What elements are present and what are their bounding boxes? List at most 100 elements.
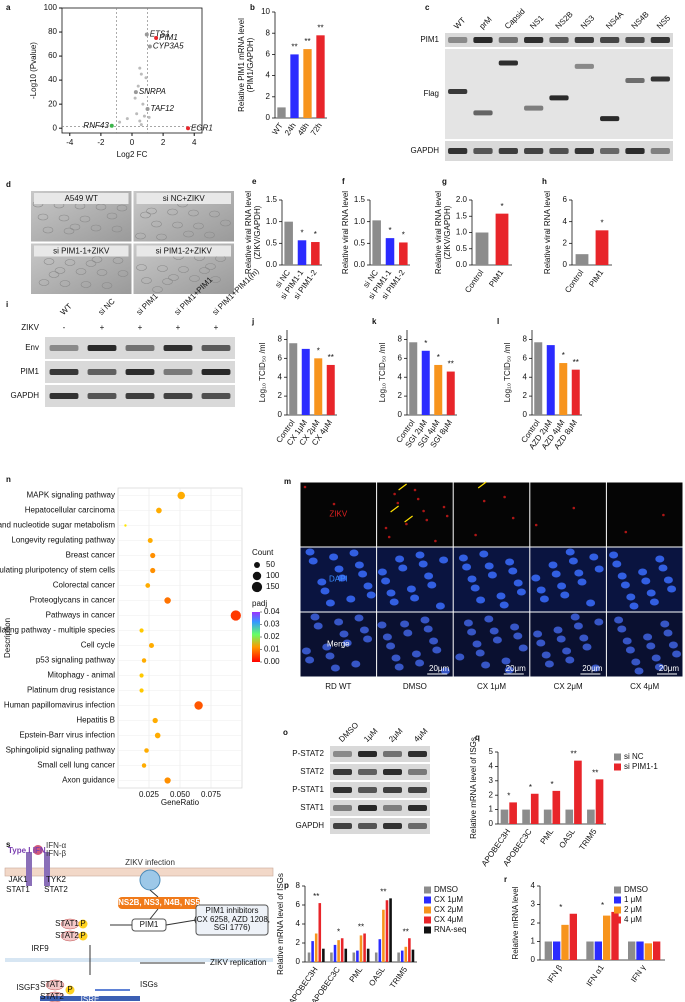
bar [552,790,561,824]
diagram-label: STAT1 [40,980,64,989]
bar [530,793,539,824]
term-label: Colorectal cancer [53,581,116,590]
nucleus [406,585,416,593]
bar [330,952,333,962]
nucleus [313,622,323,630]
caption-bg [34,193,129,204]
lane-label: 2μM [387,726,405,744]
y-tick-label: 6 [563,195,568,204]
bar [546,345,555,415]
plot-frame [61,7,203,134]
bar [340,938,344,962]
nucleus [484,562,494,570]
column-label: CX 4μM [630,682,659,691]
nucleus [396,501,400,505]
bar [561,924,569,960]
bar [534,342,543,415]
x-axis-label: GeneRatio [161,798,200,807]
y-axis-label: Log₁₀ TCID₅₀ /ml [258,343,267,403]
colorbar-label: 0.01 [264,645,280,654]
term-label: Epstein-Barr virus infection [19,731,115,740]
lane-label: NS3 [579,13,597,31]
y-axis-label: Relative mRNA level [511,886,520,959]
significance: ** [403,927,409,936]
panel-label: f [342,177,345,186]
y-tick-label: 1.5 [456,211,468,220]
nucleus [556,635,566,643]
cell-texture [79,215,91,223]
nucleus [359,626,369,634]
nucleus [322,643,332,651]
bar [289,343,298,415]
panel-label: a [6,3,11,12]
lane-label: si PIM1 [135,291,161,317]
y-tick-label: 0.0 [266,260,278,269]
nucleus [551,570,561,578]
nucleus [381,577,391,585]
blot-band [549,37,569,43]
blot-band [333,769,352,775]
legend-swatch [424,896,431,904]
point [141,102,145,106]
cell-texture [199,267,210,274]
dot [139,628,144,633]
blot-band [333,787,352,793]
nucleus [329,553,339,561]
panel-label: i [6,300,8,309]
column-label: RD WT [325,682,351,691]
phospho [78,919,88,929]
x-tick-label: PML [348,965,365,984]
bar [318,903,322,962]
bar [314,933,318,962]
blot-band [574,148,594,154]
panel-label: q [475,733,480,742]
nucleus [334,565,344,573]
dot [144,748,149,753]
nucleus [435,602,445,610]
y-tick-label: 4 [531,881,536,890]
cell-texture [112,257,124,264]
y-axis-label: Description [3,618,12,658]
y-axis-label: (PIM1/GAPDH) [246,37,255,92]
panel-label: e [252,177,257,186]
term-label: Hepatocellular carcinoma [25,506,116,515]
bar [284,221,293,265]
y-tick-label: 4 [563,217,568,226]
nucleus [492,636,502,644]
bar [333,944,337,962]
point [144,76,148,80]
blot-band [383,823,402,829]
bar [603,915,611,960]
legend-label: 100 [266,571,280,580]
nucleus [646,642,656,650]
y-axis-label: Relative viral RNA level [341,191,350,274]
scale-bar-label: 20μm [506,664,527,673]
column-label: DMSO [403,682,427,691]
cell-texture [168,274,179,281]
nucleus [625,646,635,654]
cell-texture [135,232,146,240]
nucleus [445,514,449,518]
bar [337,940,340,962]
nucleus [423,625,433,633]
phospho [65,985,75,995]
nucleus [349,549,359,557]
diagram-label: ISRE [81,995,100,1002]
cell-texture [117,270,129,277]
y-tick-label: 0.0 [354,260,366,269]
nucleus [317,578,327,586]
point [125,117,129,121]
cell-texture [101,282,113,289]
y-tick-label: 2 [398,391,403,400]
nucleus [482,499,486,503]
y-tick-label: 2 [266,92,271,101]
blot-band [524,148,544,154]
bar [301,348,310,415]
bar [636,941,644,960]
bar [409,342,418,415]
legend-swatch [424,886,431,894]
y-tick-label: 0 [398,410,403,419]
y-tick-label: 0.0 [456,260,468,269]
blot-band [201,369,231,375]
nucleus [624,530,628,534]
